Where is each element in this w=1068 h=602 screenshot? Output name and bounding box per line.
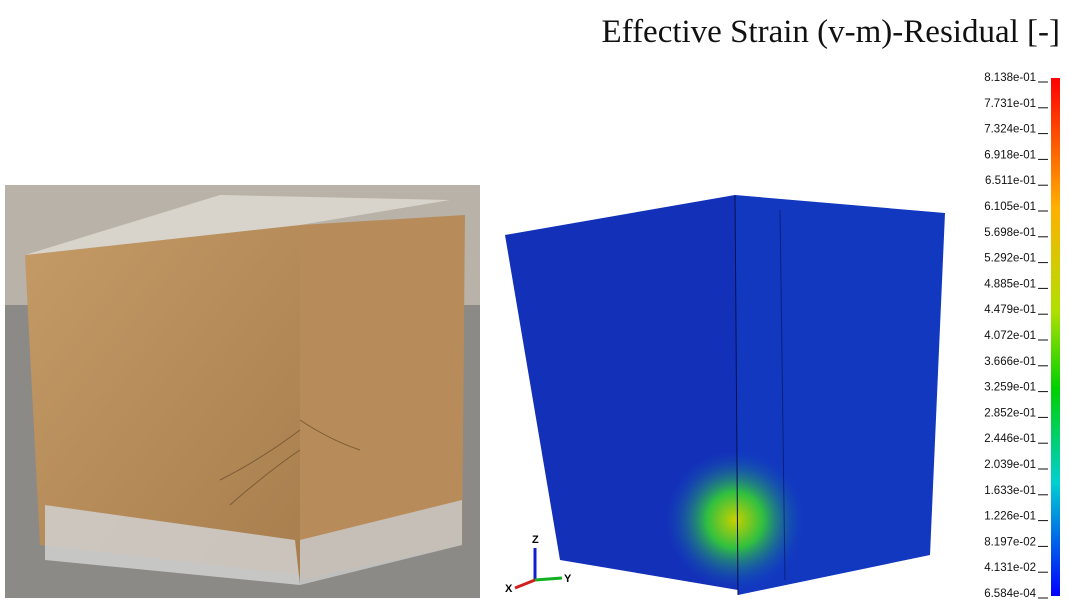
colorbar-label: 1.633e-01	[984, 485, 1036, 497]
figure: Effective Strain (v-m)-Residual [-] Z Y …	[0, 0, 1068, 602]
colorbar-label: 8.138e-01	[984, 72, 1036, 84]
colorbar-label: 3.259e-01	[984, 382, 1036, 394]
colorbar-label: 2.852e-01	[984, 407, 1036, 419]
colorbar-label: 6.918e-01	[984, 149, 1036, 161]
colorbar-label: 8.197e-02	[984, 536, 1036, 548]
colorbar-labels: 8.138e-01 7.731e-01 7.324e-01 6.918e-01 6.51…	[984, 72, 1048, 600]
colorbar-label: 6.584e-04	[984, 588, 1036, 600]
colorbar-label: 2.446e-01	[984, 433, 1036, 445]
colorbar-label: 6.105e-01	[984, 201, 1036, 213]
colorbar-label: 3.666e-01	[984, 356, 1036, 368]
colorbar-label: 5.292e-01	[984, 253, 1036, 265]
colorbar-title: Effective Strain (v-m)-Residual [-]	[602, 14, 1060, 50]
axis-label: Z	[532, 534, 539, 546]
simulation	[505, 195, 945, 595]
colorbar-label: 1.226e-01	[984, 511, 1036, 523]
axis-label: X	[505, 583, 513, 595]
colorbar-label: 4.479e-01	[984, 304, 1036, 316]
colorbar-label: 5.698e-01	[984, 227, 1036, 239]
axis-label: Y	[564, 573, 572, 585]
photo	[5, 185, 480, 598]
colorbar-label: 4.072e-01	[984, 330, 1036, 342]
colorbar-label: 6.511e-01	[985, 175, 1036, 187]
colorbar-label: 4.885e-01	[984, 278, 1036, 290]
colorbar-label: 7.324e-01	[984, 124, 1036, 136]
colorbar-label: 4.131e-02	[984, 562, 1036, 574]
colorbar	[1051, 78, 1060, 596]
colorbar-label: 2.039e-01	[984, 459, 1036, 471]
colorbar-label: 7.731e-01	[984, 98, 1036, 110]
